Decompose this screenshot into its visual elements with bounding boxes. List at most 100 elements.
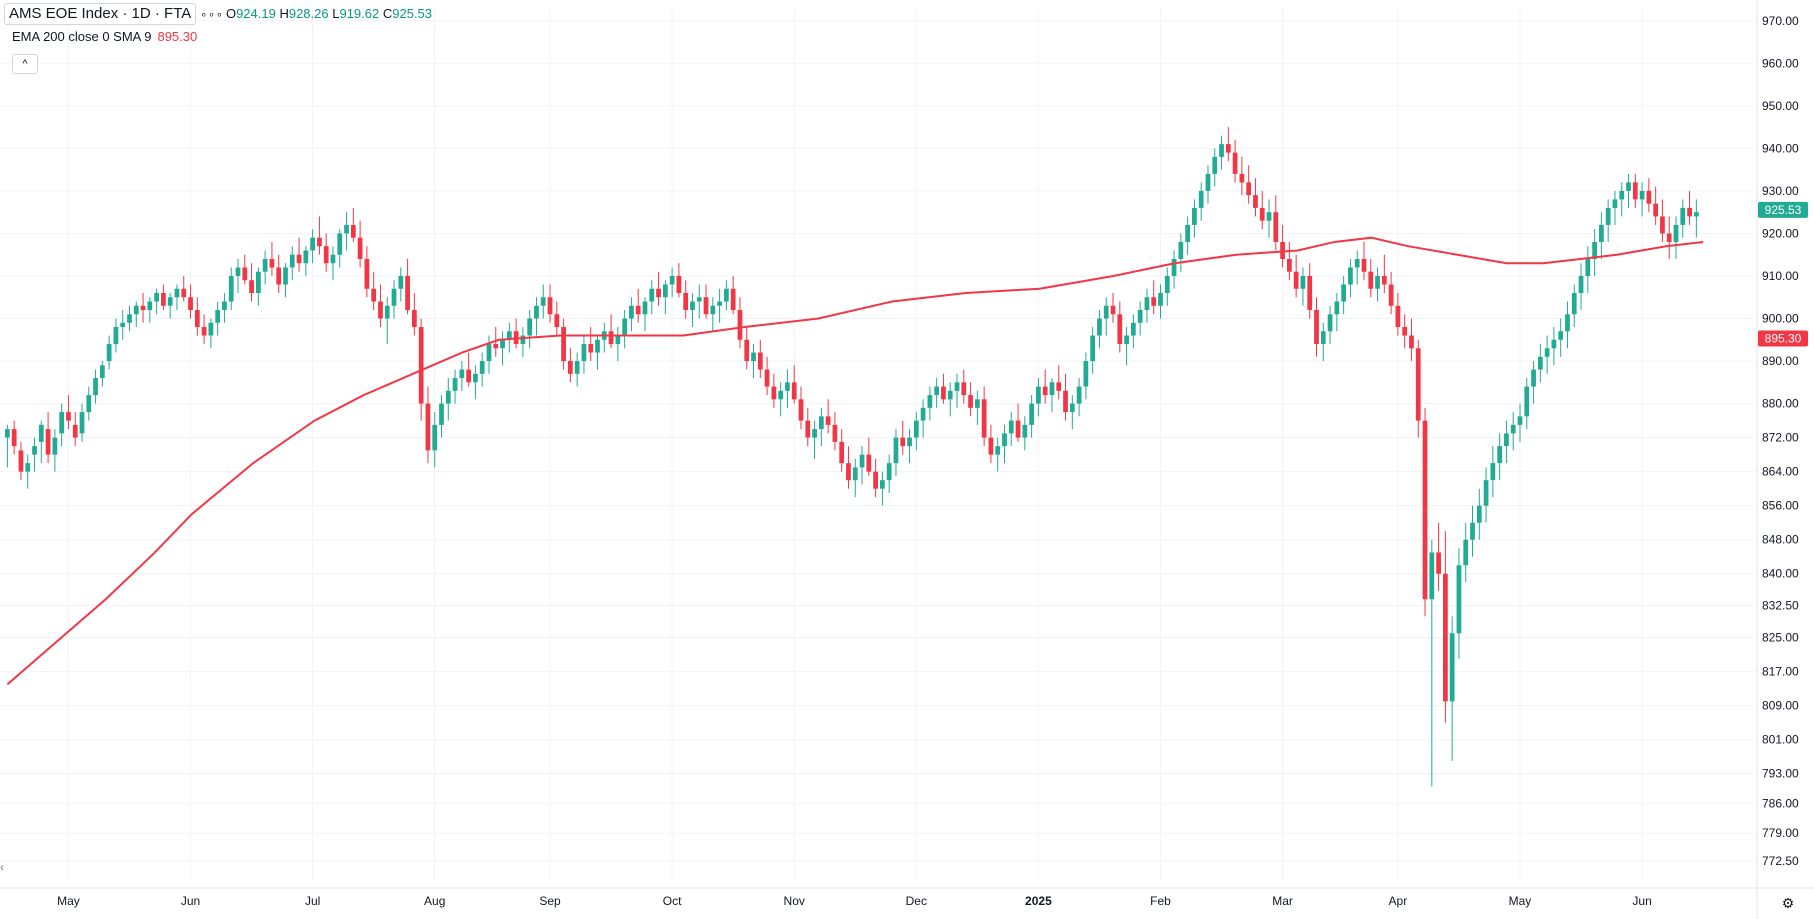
candle-body xyxy=(1354,258,1360,268)
candle-body xyxy=(1483,480,1489,506)
candle-body xyxy=(106,344,112,362)
x-tick-label: Feb xyxy=(1150,894,1171,908)
candle-body xyxy=(1273,212,1279,242)
candle-body xyxy=(880,480,885,489)
candle-body xyxy=(568,361,573,374)
candle-body xyxy=(1666,233,1672,242)
candle-body xyxy=(1578,275,1584,293)
candle-body xyxy=(1036,386,1041,404)
chevron-up-icon[interactable]: ^ xyxy=(12,54,38,74)
candle-body xyxy=(93,378,98,396)
candle-body xyxy=(140,305,146,311)
candle-body xyxy=(1693,212,1699,217)
candle-body xyxy=(1239,173,1245,183)
candle-body xyxy=(798,399,804,421)
ellipsis-icon[interactable]: ∘∘∘ xyxy=(200,9,224,21)
candle-body xyxy=(791,382,797,400)
candle-body xyxy=(968,395,973,408)
y-tick-label: 864.00 xyxy=(1762,465,1799,479)
candle-body xyxy=(1008,420,1014,434)
candle-body xyxy=(1537,356,1543,370)
y-tick-label: 970.00 xyxy=(1762,14,1799,28)
candle-body xyxy=(1544,348,1550,357)
x-tick-label: Dec xyxy=(906,894,927,908)
scroll-left-icon[interactable]: ‹ xyxy=(0,860,4,874)
candle-body xyxy=(5,429,10,438)
candle-body xyxy=(1673,224,1679,242)
candle-body xyxy=(832,424,838,442)
candle-body xyxy=(941,386,946,400)
candle-body xyxy=(676,275,682,293)
candle-body xyxy=(269,258,275,268)
ema-price-badge-bg xyxy=(1758,330,1808,347)
x-tick-label: Apr xyxy=(1389,894,1408,908)
candle-body xyxy=(527,318,533,336)
candle-body xyxy=(330,254,336,264)
low-value: 919.62 xyxy=(339,6,380,21)
candle-body xyxy=(1320,331,1326,345)
candle-body xyxy=(1314,310,1319,345)
candle-body xyxy=(500,339,505,349)
candle-body xyxy=(1381,275,1387,285)
candle-body xyxy=(1497,446,1503,464)
candle-body xyxy=(1585,258,1591,276)
candle-body xyxy=(45,429,51,455)
candle-body xyxy=(907,437,912,447)
candle-body xyxy=(1510,424,1516,434)
candle-body xyxy=(534,305,539,319)
candle-body xyxy=(371,288,377,302)
candle-body xyxy=(751,352,756,362)
candle-body xyxy=(473,373,478,383)
y-tick-label: 772.50 xyxy=(1762,854,1799,868)
candle-body xyxy=(703,297,709,315)
candle-body xyxy=(1443,573,1448,702)
candle-body xyxy=(1409,335,1414,349)
x-tick-label: Jul xyxy=(305,894,320,908)
y-tick-label: 890.00 xyxy=(1762,354,1799,368)
candle-body xyxy=(900,437,906,447)
candle-body xyxy=(296,254,302,264)
settings-icon[interactable]: ⚙ xyxy=(1781,895,1795,911)
candle-body xyxy=(1151,297,1157,306)
indicator-value: 895.30 xyxy=(157,29,198,44)
candle-body xyxy=(1103,305,1109,319)
candle-body xyxy=(52,437,58,455)
candle-body xyxy=(1327,314,1333,332)
candle-body xyxy=(1307,275,1313,311)
candle-body xyxy=(988,437,994,455)
y-tick-label: 809.00 xyxy=(1762,699,1799,713)
symbol-title[interactable]: AMS EOE Index · 1D · FTA xyxy=(4,3,197,25)
candle-body xyxy=(1531,369,1536,387)
x-tick-label: Aug xyxy=(424,894,445,908)
candle-body xyxy=(744,339,750,362)
candle-body xyxy=(1225,144,1231,153)
candle-body xyxy=(520,335,526,345)
candle-body xyxy=(1192,207,1197,225)
candle-body xyxy=(1517,416,1523,425)
candle-body xyxy=(866,454,872,472)
candle-body xyxy=(99,365,105,379)
candle-body xyxy=(384,305,390,319)
candle-body xyxy=(846,463,851,481)
indicator-row[interactable]: EMA 200 close 0 SMA 9 895.30 xyxy=(4,27,432,47)
candle-body xyxy=(167,297,173,306)
indicator-label: EMA 200 close 0 SMA 9 xyxy=(12,29,152,44)
candle-body xyxy=(927,395,933,408)
candle-body xyxy=(303,250,309,264)
candle-body xyxy=(934,386,940,396)
close-value: 925.53 xyxy=(392,6,433,21)
candle-body xyxy=(208,322,214,336)
candle-body xyxy=(1368,271,1374,289)
candle-body xyxy=(1300,275,1306,289)
candle-body xyxy=(1402,327,1408,336)
candle-body xyxy=(147,301,153,311)
candle-body xyxy=(954,382,960,391)
candle-body xyxy=(852,467,858,481)
chart-legend: AMS EOE Index · 1D · FTA ∘∘∘ O924.19 H928.… xyxy=(4,3,432,47)
candle-body xyxy=(459,369,465,379)
candle-body xyxy=(1341,284,1347,302)
candle-body xyxy=(771,386,777,400)
y-tick-label: 801.00 xyxy=(1762,733,1799,747)
x-tick-label: Mar xyxy=(1272,894,1293,908)
